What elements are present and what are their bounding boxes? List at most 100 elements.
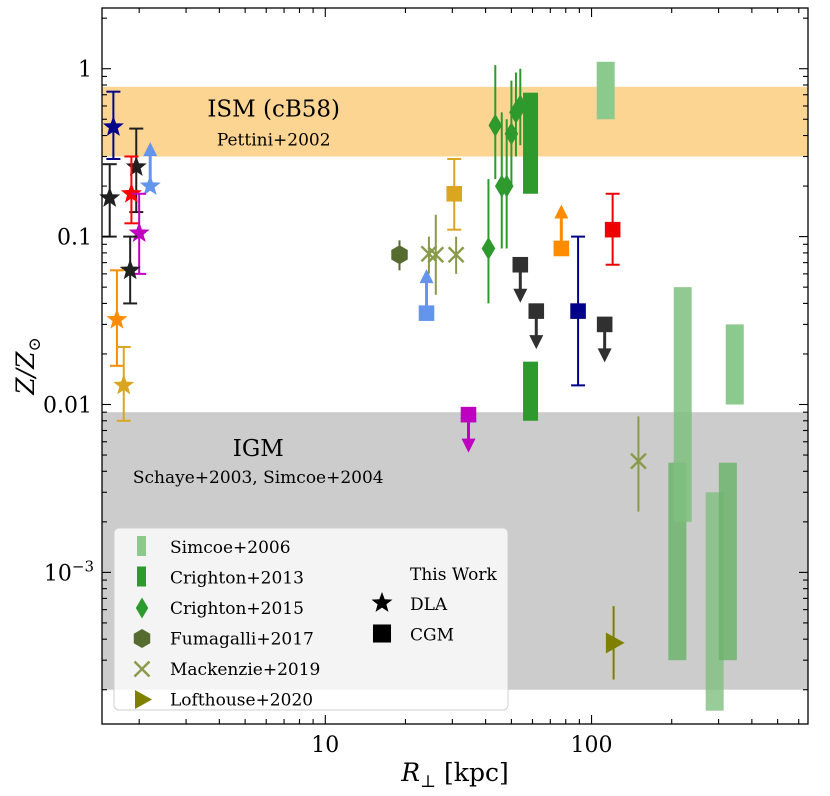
crighton-2013-bar bbox=[523, 92, 539, 194]
crighton-2013-bar bbox=[523, 361, 539, 421]
this-work-cgm-marker bbox=[570, 303, 586, 319]
y-tick-label: 0.01 bbox=[43, 393, 92, 418]
this-work-cgm-marker bbox=[528, 303, 545, 319]
this-work-cgm-marker bbox=[460, 406, 477, 423]
this-work-dla-marker bbox=[106, 308, 128, 329]
this-work-dla-marker bbox=[119, 259, 141, 280]
y-tick-label: 10−3 bbox=[44, 557, 94, 586]
x-axis-label-symbol: R bbox=[400, 758, 420, 787]
igm-band-subtitle: Schaye+2003, Simcoe+2004 bbox=[133, 468, 384, 488]
this-work-cgm-marker bbox=[596, 316, 613, 333]
legend-entry: Crighton+2015 bbox=[135, 597, 304, 619]
this-work-cgm-point bbox=[512, 256, 529, 303]
fumagalli-2017-marker bbox=[391, 245, 408, 265]
mackenzie-2019-point bbox=[630, 416, 647, 512]
legend-swatch bbox=[135, 690, 152, 709]
simcoe-2006-bar bbox=[718, 462, 737, 661]
lofthouse-2020-marker bbox=[605, 632, 625, 654]
y-tick-label-exponent: −3 bbox=[72, 557, 94, 575]
crighton-2015-point bbox=[513, 68, 528, 146]
legend-label: Fumagalli+2017 bbox=[170, 630, 314, 650]
legend-entry: Lofthouse+2020 bbox=[135, 690, 313, 711]
plot-frame bbox=[101, 7, 809, 725]
this-work-dla-point bbox=[120, 155, 142, 225]
this-work-cgm-point bbox=[570, 235, 586, 387]
axis-labels: 10 100 10−3 0.01 0.1 1 R⊥ [kpc] Z/Z⊙ bbox=[11, 58, 613, 792]
mackenzie-2019-point bbox=[447, 236, 465, 274]
legend-entry: DLA bbox=[371, 592, 448, 615]
legend-swatch bbox=[133, 629, 151, 648]
this-work-dla-point bbox=[119, 235, 141, 305]
crighton-2015-marker bbox=[499, 174, 514, 198]
limit-arrowhead bbox=[529, 335, 544, 350]
axes bbox=[101, 7, 809, 725]
y-axis-label-subscript: ⊙ bbox=[25, 337, 45, 351]
fumagalli-2017-point bbox=[391, 240, 408, 271]
this-work-dla-marker bbox=[102, 115, 124, 136]
x-axis-label-unit: [kpc] bbox=[436, 758, 509, 787]
limit-arrowhead bbox=[597, 348, 612, 363]
ism-band-title: ISM (cB58) bbox=[207, 96, 340, 122]
limit-arrowhead bbox=[419, 269, 434, 284]
legend-entry: Simcoe+2006 bbox=[137, 536, 291, 558]
this-work-cgm-marker bbox=[553, 240, 570, 257]
crighton-2015-marker bbox=[481, 236, 496, 261]
legend-label: CGM bbox=[410, 626, 454, 646]
legend-swatch bbox=[137, 536, 146, 556]
igm-band-title: IGM bbox=[233, 436, 284, 462]
legend-entry: Crighton+2013 bbox=[137, 566, 304, 589]
legend-label: Lofthouse+2020 bbox=[170, 691, 313, 711]
crighton-2015-point bbox=[499, 119, 514, 249]
bars-layer bbox=[523, 61, 744, 711]
legend-swatch bbox=[372, 624, 392, 643]
this-work-cgm-marker bbox=[446, 185, 463, 202]
legend-swatch bbox=[135, 597, 149, 619]
this-work-dla-point bbox=[106, 269, 128, 367]
band-labels-layer: ISM (cB58) Pettini+2002 IGM Schaye+2003, Si… bbox=[133, 96, 384, 488]
simcoe-2006-bar bbox=[673, 287, 692, 522]
crighton-2015-marker bbox=[513, 94, 528, 118]
simcoe-2006-bar bbox=[596, 61, 615, 120]
limit-arrowhead bbox=[554, 204, 569, 219]
mackenzie-2019-marker bbox=[447, 246, 465, 264]
this-work-dla-marker bbox=[128, 222, 150, 242]
y-axis-label: Z/Z⊙ bbox=[11, 337, 45, 395]
legend-entry: Fumagalli+2017 bbox=[133, 629, 314, 650]
x-tick-label: 100 bbox=[571, 733, 613, 758]
crighton-2015-point bbox=[481, 179, 496, 304]
legend-label: Mackenzie+2019 bbox=[170, 660, 320, 680]
legend-entry: Mackenzie+2019 bbox=[133, 660, 320, 680]
legend-label: Crighton+2015 bbox=[170, 599, 304, 619]
this-work-cgm-point bbox=[553, 204, 570, 257]
legend-swatch bbox=[133, 660, 151, 678]
x-axis-label-subscript: ⊥ bbox=[420, 772, 436, 792]
mackenzie-2019-marker bbox=[420, 245, 438, 263]
this-work-dla-point bbox=[113, 346, 135, 422]
this-work-dla-marker bbox=[139, 175, 161, 195]
ism-band bbox=[102, 86, 808, 157]
crighton-2015-point bbox=[488, 65, 503, 180]
legend-label: Crighton+2013 bbox=[170, 569, 304, 589]
limit-arrowhead bbox=[513, 288, 528, 303]
y-axis-label-symbol: Z/Z bbox=[11, 351, 40, 396]
mackenzie-2019-point bbox=[420, 236, 438, 274]
crighton-2015-marker bbox=[488, 113, 503, 137]
this-work-dla-marker bbox=[125, 155, 147, 176]
mackenzie-2019-marker bbox=[427, 246, 445, 264]
mackenzie-2019-marker bbox=[630, 452, 647, 470]
simcoe-2006-bar bbox=[725, 324, 744, 405]
legend-swatch bbox=[137, 566, 146, 587]
y-tick-label: 1 bbox=[78, 58, 92, 83]
crighton-2015-point bbox=[504, 80, 519, 187]
this-work-dla-point bbox=[128, 192, 150, 275]
this-work-cgm-point bbox=[604, 192, 621, 266]
this-work-cgm-marker bbox=[604, 221, 621, 238]
this-work-dla-point bbox=[139, 142, 161, 195]
legend: Simcoe+2006 Crighton+2013 Crighton+2015 Fum… bbox=[113, 527, 509, 711]
this-work-cgm-point bbox=[446, 157, 463, 231]
limit-arrowhead bbox=[143, 142, 158, 157]
this-work-cgm-point bbox=[528, 303, 545, 350]
crighton-2015-marker bbox=[504, 122, 519, 146]
legend-title-this-work: This Work bbox=[410, 565, 498, 585]
